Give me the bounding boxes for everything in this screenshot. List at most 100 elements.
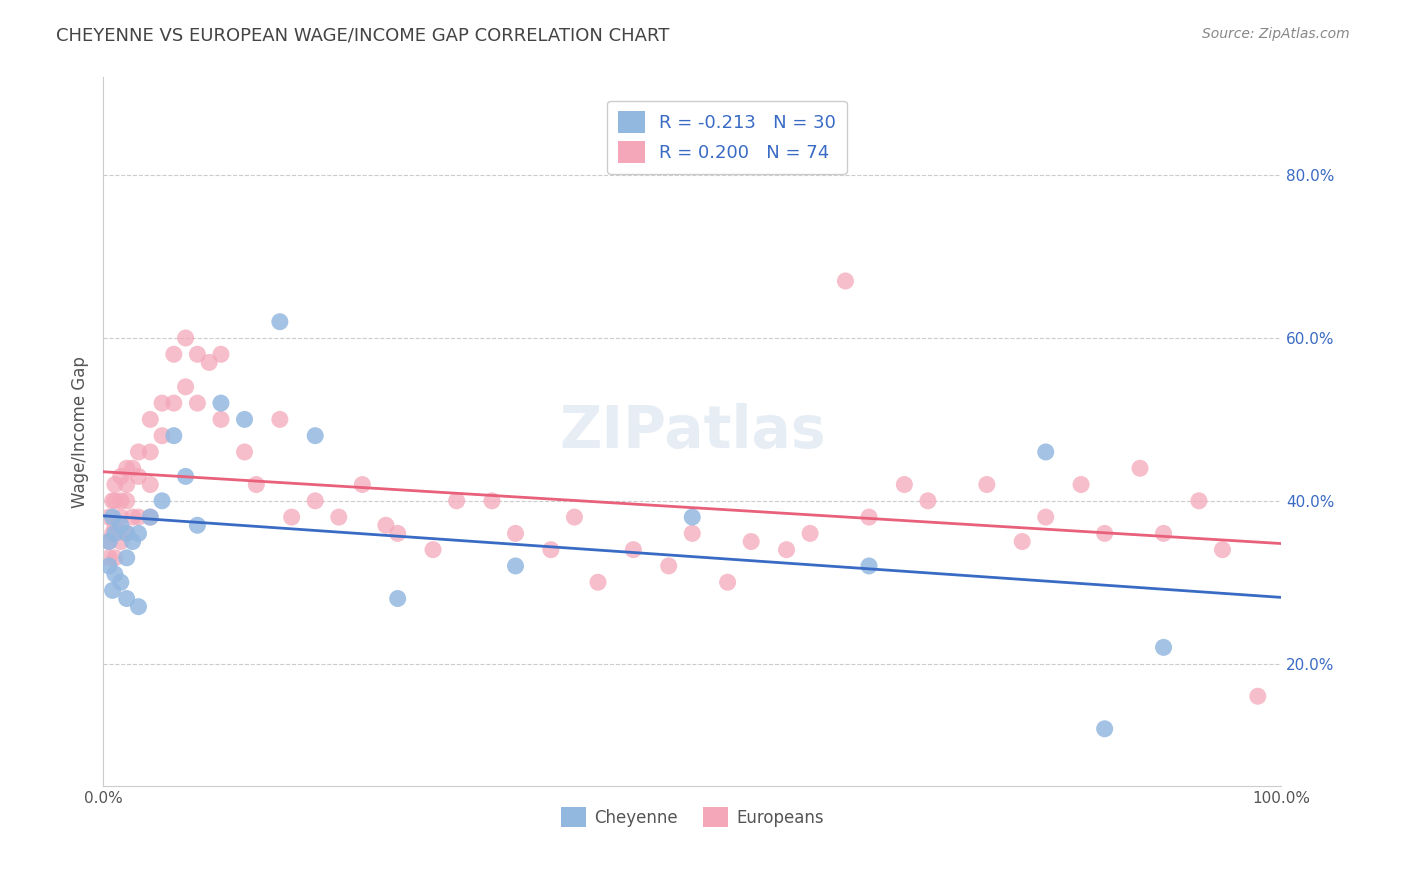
Point [893,477,915,491]
Point [139,510,162,524]
Point [304,493,326,508]
Point [115,526,138,541]
Point [127,510,149,524]
Point [104,526,127,541]
Point [163,428,186,442]
Point [586,575,609,590]
Point [834,274,856,288]
Point [209,347,232,361]
Point [98,558,121,573]
Point [139,477,162,491]
Point [127,599,149,614]
Point [1153,640,1175,655]
Point [917,493,939,508]
Point [104,550,127,565]
Point [304,428,326,442]
Point [104,518,127,533]
Point [1035,445,1057,459]
Text: Source: ZipAtlas.com: Source: ZipAtlas.com [1202,27,1350,41]
Point [1094,722,1116,736]
Point [110,534,132,549]
Point [269,412,291,426]
Point [139,412,162,426]
Point [186,347,208,361]
Point [104,493,127,508]
Point [98,534,121,549]
Point [139,445,162,459]
Point [976,477,998,491]
Point [233,445,256,459]
Point [858,558,880,573]
Point [858,510,880,524]
Point [174,380,197,394]
Point [150,493,173,508]
Point [150,396,173,410]
Point [1153,526,1175,541]
Point [280,510,302,524]
Point [101,510,124,524]
Point [121,534,143,549]
Point [505,558,527,573]
Text: ZIPatlas: ZIPatlas [560,403,825,460]
Point [115,526,138,541]
Point [163,396,186,410]
Point [1035,510,1057,524]
Point [1211,542,1233,557]
Point [233,412,256,426]
Point [681,510,703,524]
Point [681,526,703,541]
Point [740,534,762,549]
Point [127,469,149,483]
Point [101,526,124,541]
Point [540,542,562,557]
Point [621,542,644,557]
Point [328,510,350,524]
Point [163,347,186,361]
Point [115,461,138,475]
Point [387,591,409,606]
Point [505,526,527,541]
Point [101,583,124,598]
Point [245,477,267,491]
Point [115,477,138,491]
Point [209,412,232,426]
Point [1188,493,1211,508]
Point [799,526,821,541]
Point [174,331,197,345]
Legend: Cheyenne, Europeans: Cheyenne, Europeans [554,800,831,834]
Point [269,315,291,329]
Point [186,396,208,410]
Point [1129,461,1152,475]
Point [127,445,149,459]
Point [658,558,681,573]
Point [110,518,132,533]
Point [422,542,444,557]
Point [150,428,173,442]
Point [115,591,138,606]
Point [104,567,127,582]
Point [1094,526,1116,541]
Point [446,493,468,508]
Point [115,550,138,565]
Point [101,493,124,508]
Point [1011,534,1033,549]
Point [1247,690,1270,704]
Point [127,526,149,541]
Point [481,493,503,508]
Point [564,510,586,524]
Point [121,510,143,524]
Point [110,493,132,508]
Point [174,469,197,483]
Point [186,518,208,533]
Point [352,477,374,491]
Point [209,396,232,410]
Point [198,355,221,369]
Point [115,493,138,508]
Point [775,542,797,557]
Point [1070,477,1092,491]
Point [110,510,132,524]
Point [139,510,162,524]
Point [98,534,121,549]
Point [374,518,396,533]
Point [110,575,132,590]
